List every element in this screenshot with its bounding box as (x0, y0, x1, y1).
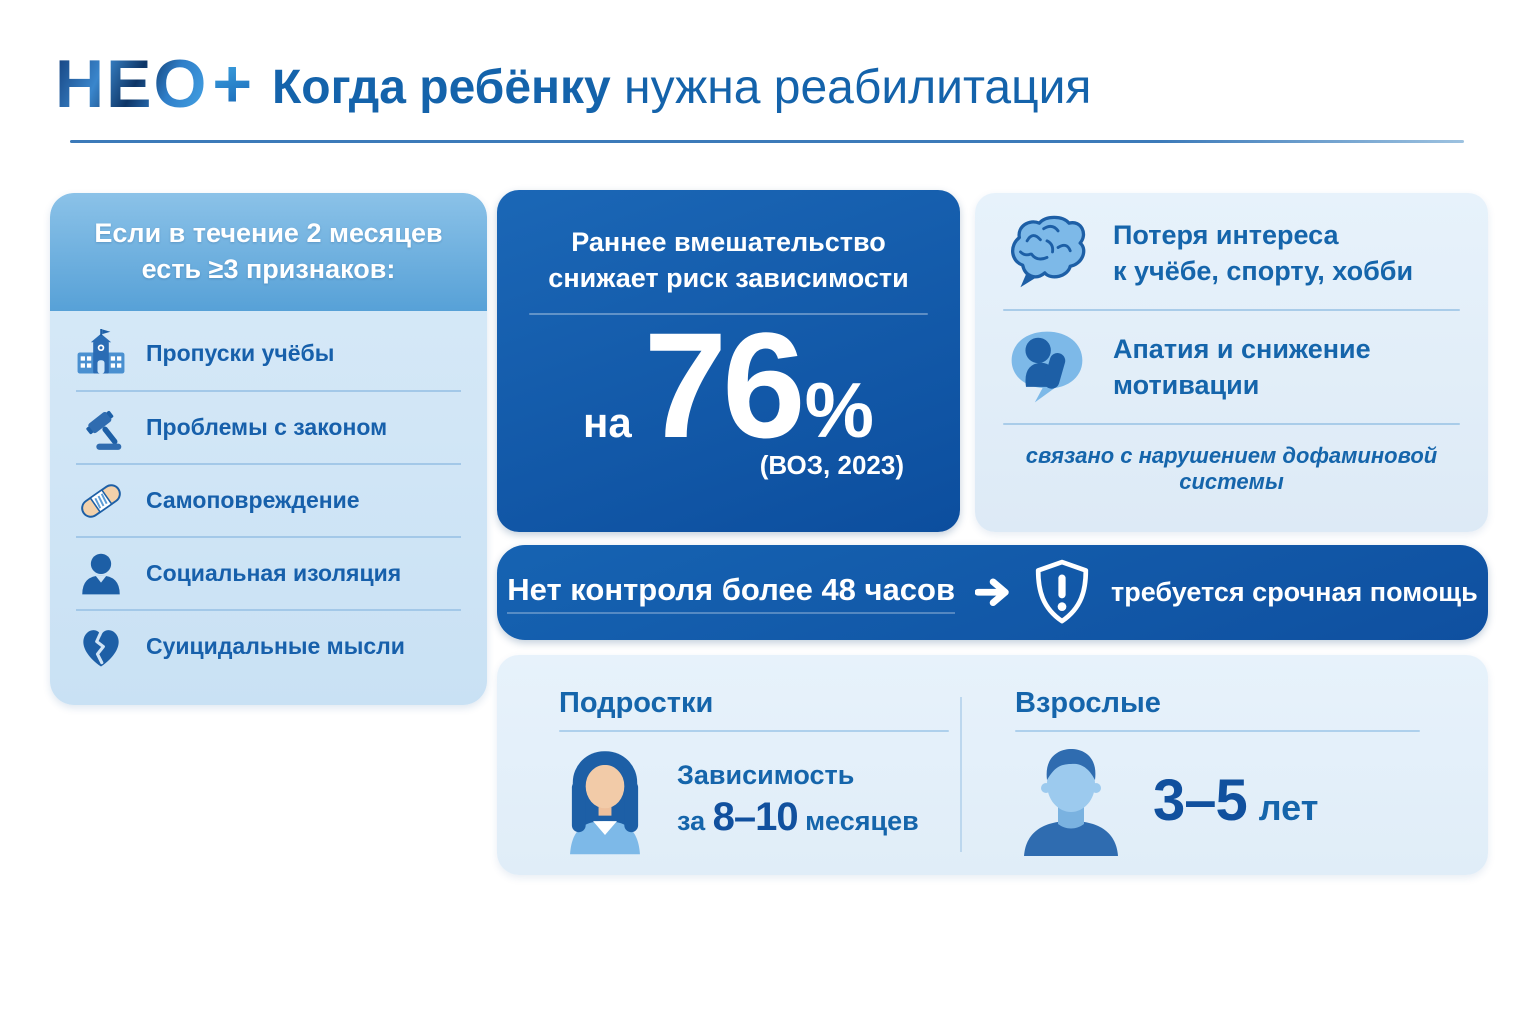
logo-text: НЕО (55, 46, 209, 122)
adults-heading: Взрослые (1015, 687, 1161, 719)
duration-value: 8–10 (712, 795, 799, 839)
stat-source: (ВОЗ, 2023) (759, 450, 904, 481)
symptoms-card: Потеря интереса к учёбе, спорту, хобби А… (975, 193, 1488, 532)
symptom-label: Потеря интереса к учёбе, спорту, хобби (1113, 217, 1413, 290)
sign-item-school-absence: Пропуски учёбы (76, 317, 461, 390)
symptom-row-apathy: Апатия и снижение мотивации (975, 311, 1488, 423)
vertical-divider (960, 697, 962, 852)
dependency-text: Зависимость (677, 760, 855, 790)
stat-heading: Раннее вмешательство снижает риск зависи… (497, 224, 960, 297)
stat-card: Раннее вмешательство снижает риск зависи… (497, 190, 960, 532)
sign-item-label: Пропуски учёбы (146, 340, 335, 366)
school-icon (76, 328, 126, 379)
adults-row: 3–5 лет (1015, 744, 1488, 856)
stat-row: на 76 % (497, 300, 960, 469)
adults-section: Взрослые 3–5 лет (960, 655, 1488, 875)
teens-text: Зависимость за 8–10 месяцев (677, 760, 919, 840)
neo-plus-logo: НЕО + (55, 50, 254, 118)
apathy-icon (1005, 325, 1089, 409)
adult-man-avatar (1015, 744, 1127, 856)
sign-item-social-isolation: Социальная изоляция (76, 536, 461, 609)
duration-suffix: месяцев (797, 806, 919, 836)
sign-item-label: Суицидальные мысли (146, 633, 405, 659)
dependency-duration: за 8–10 месяцев (677, 795, 919, 840)
symptom-line2: к учёбе, спорту, хобби (1113, 256, 1414, 286)
teens-section: Подростки Зависимость (497, 655, 960, 875)
shield-alert-icon (1033, 560, 1091, 626)
teens-row: Зависимость за 8–10 месяцев (559, 744, 960, 856)
signs-heading-line2: есть ≥3 признаков: (141, 254, 396, 284)
signs-card-header: Если в течение 2 месяцев есть ≥3 признак… (50, 193, 487, 311)
duration-prefix: за (677, 806, 713, 836)
stat-heading-line1: Раннее вмешательство (571, 227, 886, 257)
brain-icon (1005, 211, 1089, 295)
sign-item-label: Социальная изоляция (146, 560, 402, 586)
alert-right-text: требуется срочная помощь (1111, 577, 1478, 607)
teens-heading: Подростки (559, 687, 714, 719)
signs-card: Если в течение 2 месяцев есть ≥3 признак… (50, 193, 487, 705)
teens-heading-underline (559, 730, 949, 732)
bandage-icon (76, 476, 126, 526)
person-icon (76, 549, 126, 599)
alert-bar: Нет контроля более 48 часов требуется ср… (497, 545, 1488, 640)
signs-list: Пропуски учёбы Проблемы с законом (50, 311, 487, 682)
broken-heart-icon (76, 622, 126, 672)
sign-item-law-problems: Проблемы с законом (76, 390, 461, 463)
symptom-line1: Потеря интереса (1113, 219, 1339, 250)
symptom-row-interest-loss: Потеря интереса к учёбе, спорту, хобби (975, 197, 1488, 309)
adults-duration: 3–5 лет (1153, 767, 1318, 834)
symptom-divider (1003, 309, 1460, 311)
header-divider (70, 140, 1464, 143)
stat-prefix: на (583, 398, 632, 446)
alert-left-text: Нет контроля более 48 часов (507, 572, 956, 614)
duration-value: 3–5 (1153, 767, 1248, 833)
stat-divider (529, 312, 928, 315)
symptom-label: Апатия и снижение мотивации (1113, 331, 1371, 404)
teen-girl-avatar (559, 744, 651, 856)
sign-item-self-harm: Самоповреждение (76, 463, 461, 536)
symptom-line1: Апатия и снижение (1113, 333, 1371, 364)
stat-value: 76 (643, 300, 806, 469)
sign-item-label: Самоповреждение (146, 487, 360, 513)
signs-heading-line1: Если в течение 2 месяцев (94, 218, 443, 249)
timeline-card: Подростки Зависимость (497, 655, 1488, 875)
arrow-right-icon (975, 578, 1013, 608)
stat-percent-sign: % (804, 365, 874, 454)
duration-suffix: лет (1258, 786, 1319, 828)
adults-heading-underline (1015, 730, 1420, 732)
gavel-icon (76, 403, 126, 453)
sign-item-suicidal-thoughts: Суицидальные мысли (76, 609, 461, 682)
page-title-bold: Когда ребёнку (272, 61, 611, 114)
page-title: Когда ребёнку нужна реабилитация (272, 60, 1091, 115)
symptom-note: связано с нарушением дофаминовой системы (1025, 443, 1438, 494)
sign-item-label: Проблемы с законом (146, 414, 388, 440)
stat-heading-line2: снижает риск зависимости (548, 263, 909, 294)
page-title-rest: нужна реабилитация (610, 61, 1092, 114)
symptom-line2: мотивации (1113, 370, 1260, 400)
symptom-divider (1003, 423, 1460, 425)
logo-plus-icon: + (212, 46, 255, 122)
